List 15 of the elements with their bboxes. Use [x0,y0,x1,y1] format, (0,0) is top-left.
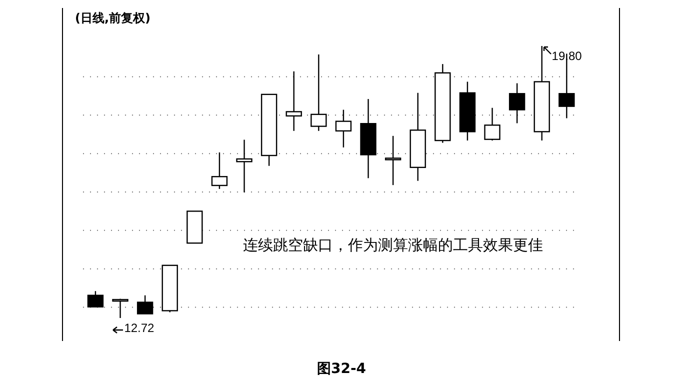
candlestick [112,298,128,318]
candlestick [87,290,104,308]
candlestick [211,152,228,190]
candlestick [335,109,352,148]
candlestick [508,82,526,124]
annotation: 连续跳空缺口，作为测算涨幅的工具效果更佳 [243,236,543,255]
chart-title: (日线,前复权) [75,10,151,27]
caption: 图32-4 [316,360,368,378]
candlestick [384,135,402,186]
candlestick [484,107,500,142]
candlestick [310,54,327,132]
text: 12.72 [124,321,154,335]
candlestick [286,70,302,132]
candlestick [136,294,154,314]
candlestick [236,139,252,193]
